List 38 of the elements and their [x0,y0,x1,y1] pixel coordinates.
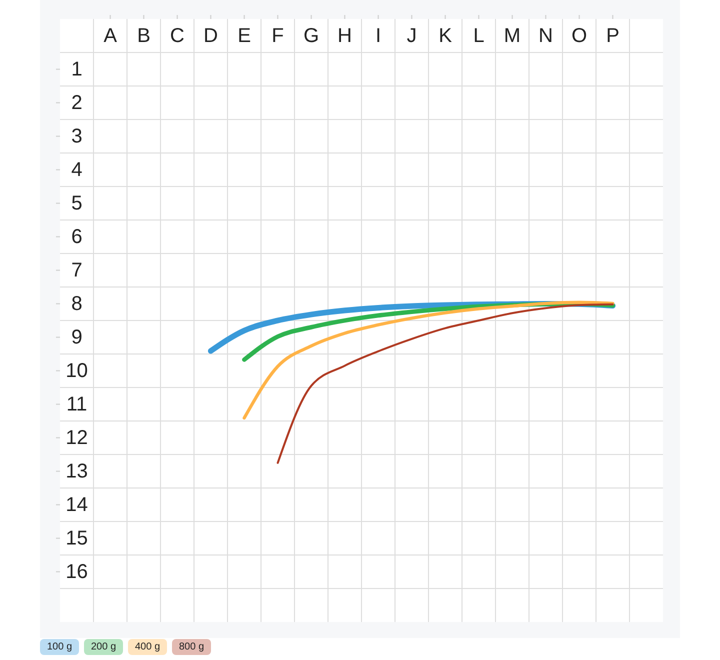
x-tick-label: F [272,24,284,47]
x-tick-label: K [438,24,453,47]
y-tick-label: 13 [66,460,88,482]
y-tick-label: 6 [71,226,82,248]
x-tick-label: A [104,24,118,47]
line-series [276,303,614,464]
y-tick-label: 16 [66,560,88,583]
text: 200 g [90,642,116,652]
x-tick-label: D [204,24,218,47]
x-tick-label: O [571,24,588,47]
y-tick-label: 5 [71,192,82,214]
text: 100 g [46,642,72,652]
y-tick-label: 11 [66,393,88,416]
y-tick-label: 10 [66,360,88,382]
y-tick-label: 4 [71,158,82,181]
y-tick-label: 7 [71,259,82,282]
x-tick-label: N [538,24,553,47]
y-tick-label: 3 [71,125,82,148]
y-tick-label: 1 [71,58,82,80]
x-tick-label: B [137,24,150,47]
x-tick-label: C [170,24,184,47]
x-tick-label: I [375,24,382,47]
y-tick-label: 2 [71,92,82,114]
x-tick-label: G [303,24,320,47]
x-tick-label: L [473,24,484,47]
y-tick-label: 8 [71,292,82,315]
y-tick-label: 12 [66,426,88,449]
y-tick-label: 14 [66,494,88,516]
y-tick-label: 9 [71,326,82,348]
x-tick-label: E [238,24,251,47]
x-tick-label: P [606,24,620,47]
x-tick-label: M [504,24,521,47]
line-series [242,300,614,420]
text: 400 g [134,642,160,652]
y-tick-label: 15 [66,527,88,550]
text: 800 g [178,642,204,652]
x-tick-label: J [406,24,417,47]
x-tick-label: H [338,24,352,47]
